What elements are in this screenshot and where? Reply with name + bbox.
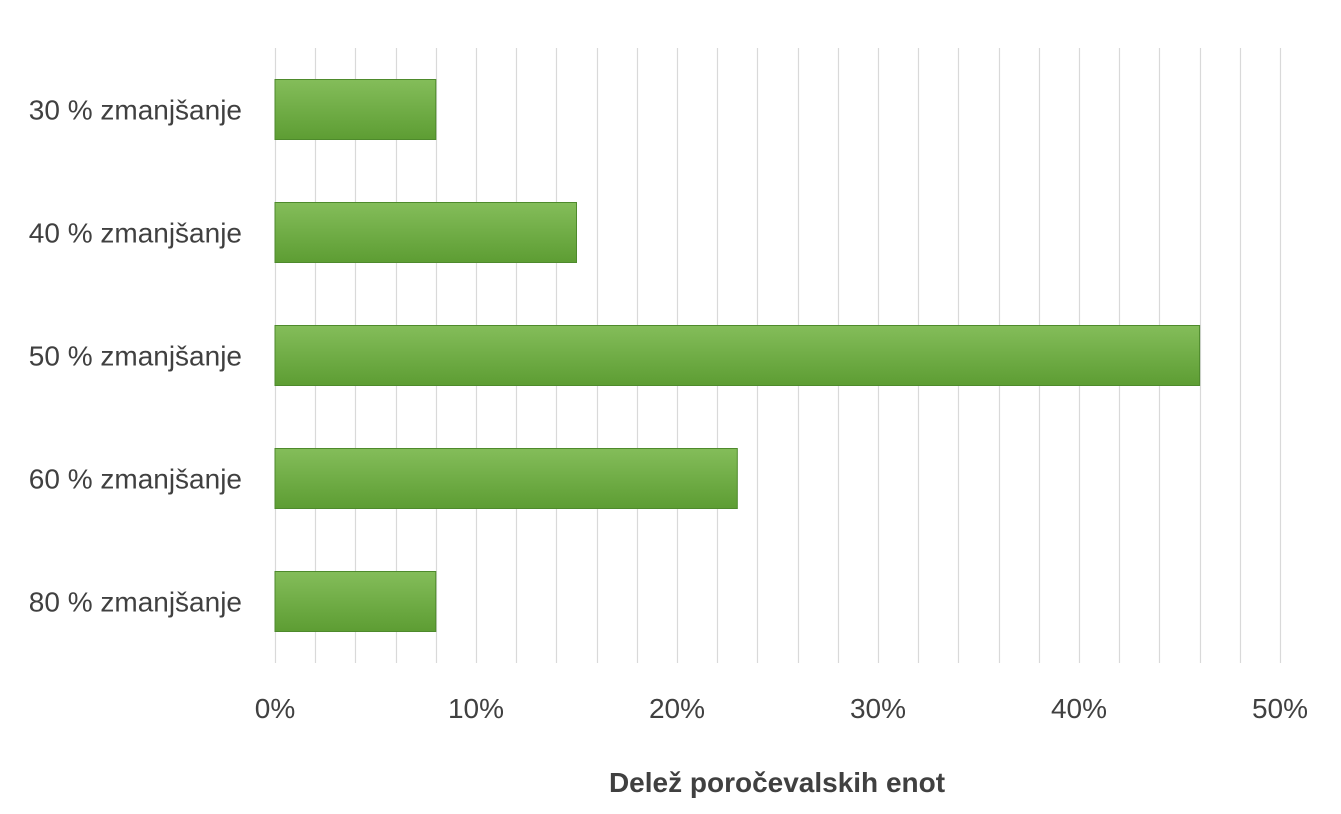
category-label: 30 % zmanjšanje — [29, 95, 242, 126]
category-labels: 30 % zmanjšanje 40 % zmanjšanje 50 % zmanj… — [29, 95, 242, 618]
category-label: 80 % zmanjšanje — [29, 587, 242, 618]
x-tick-label: 30% — [850, 693, 906, 724]
bar — [274, 202, 577, 263]
bar — [274, 325, 1201, 386]
category-label: 50 % zmanjšanje — [29, 341, 242, 372]
x-axis-title: Delež poročevalskih enot — [609, 767, 945, 798]
x-tick-label: 50% — [1252, 693, 1308, 724]
category-label: 40 % zmanjšanje — [29, 218, 242, 249]
bar — [274, 571, 437, 632]
category-label: 60 % zmanjšanje — [29, 464, 242, 495]
bar — [274, 79, 437, 140]
x-tick-labels: 0% 10% 20% 30% 40% 50% — [255, 693, 1308, 724]
x-tick-label: 10% — [448, 693, 504, 724]
x-tick-label: 20% — [649, 693, 705, 724]
bars — [274, 79, 1201, 632]
bar — [274, 448, 738, 509]
x-tick-label: 40% — [1051, 693, 1107, 724]
x-tick-label: 0% — [255, 693, 295, 724]
